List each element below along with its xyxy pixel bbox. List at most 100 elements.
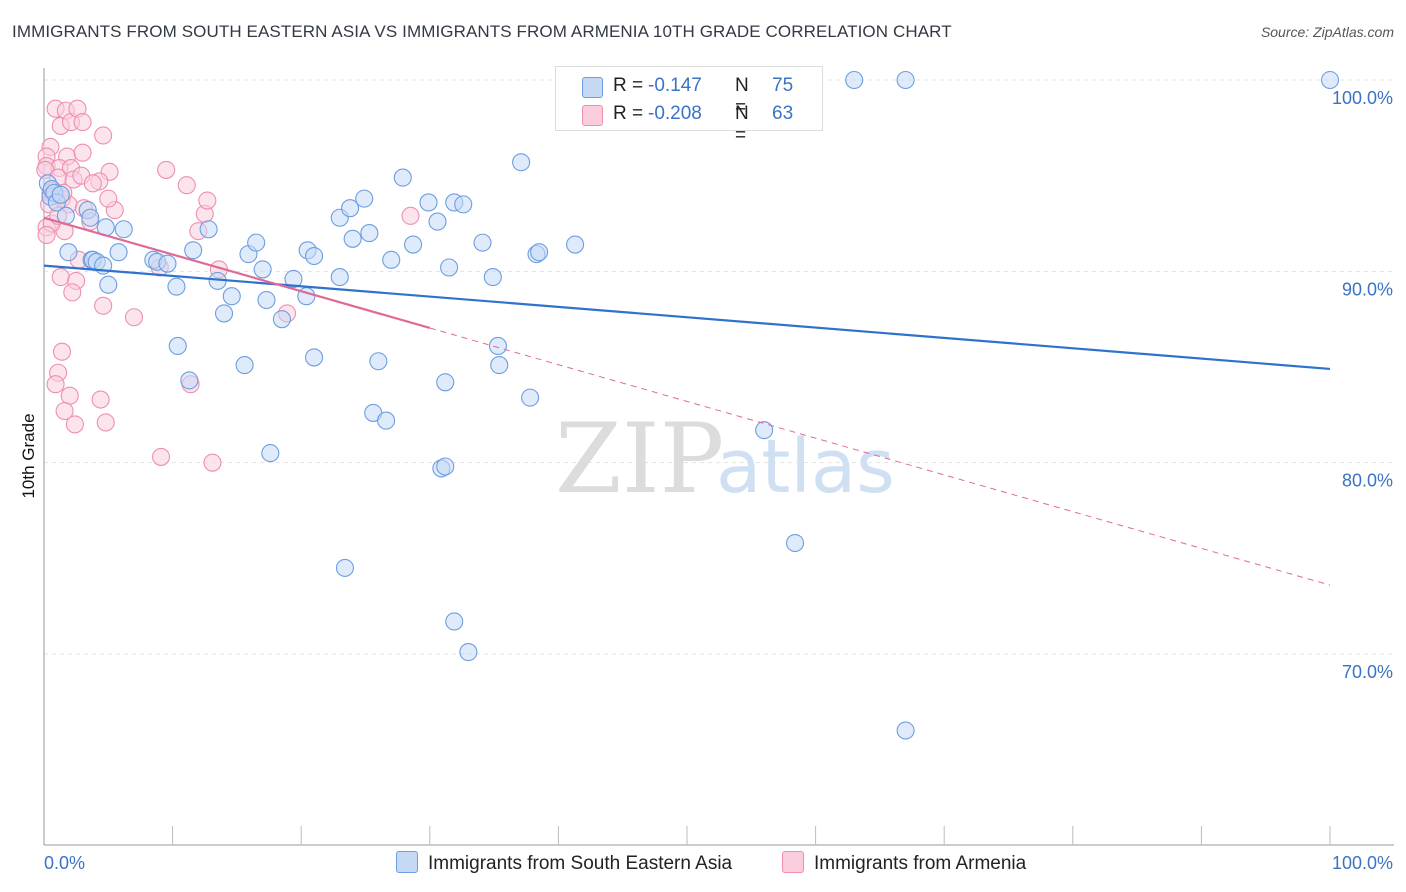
data-point bbox=[51, 185, 70, 204]
data-point bbox=[109, 243, 128, 262]
data-point bbox=[330, 268, 349, 287]
data-point bbox=[60, 386, 79, 405]
data-point bbox=[99, 275, 118, 294]
data-point bbox=[530, 243, 549, 262]
data-point bbox=[369, 352, 388, 371]
x-tick-label-min: 0.0% bbox=[44, 853, 85, 873]
data-point bbox=[73, 143, 92, 162]
data-point bbox=[257, 290, 276, 310]
data-point bbox=[341, 199, 360, 218]
watermark-zip: ZIP bbox=[555, 403, 724, 515]
data-point bbox=[261, 444, 280, 463]
trend-line-pink bbox=[43, 216, 431, 330]
data-point bbox=[180, 371, 199, 390]
data-point bbox=[247, 233, 266, 252]
data-point bbox=[483, 268, 502, 287]
data-point bbox=[896, 70, 915, 90]
data-point bbox=[167, 277, 186, 296]
data-point bbox=[199, 220, 218, 239]
watermark: ZIP atlas bbox=[555, 403, 895, 515]
data-point bbox=[59, 243, 78, 262]
y-tick-label: 100.0% bbox=[1332, 88, 1393, 108]
data-point bbox=[404, 235, 423, 254]
trend-line-blue bbox=[43, 264, 1331, 371]
data-point bbox=[253, 260, 272, 279]
legend-r-value: -0.147 bbox=[648, 75, 702, 96]
y-tick-label: 70.0% bbox=[1342, 662, 1393, 682]
bottom-legend-label: Immigrants from Armenia bbox=[814, 853, 1027, 874]
data-point bbox=[214, 304, 234, 323]
data-point bbox=[355, 189, 374, 208]
data-point bbox=[845, 70, 864, 90]
data-point bbox=[46, 375, 65, 394]
data-point bbox=[428, 212, 447, 231]
legend-n-value: 75 bbox=[772, 75, 794, 96]
data-point bbox=[81, 208, 100, 227]
data-point bbox=[73, 113, 92, 132]
y-tick-labels: 70.0% 80.0% 90.0% 100.0% bbox=[1332, 88, 1393, 682]
data-point bbox=[360, 224, 379, 243]
watermark-atlas: atlas bbox=[716, 424, 895, 510]
data-point bbox=[203, 453, 222, 472]
data-point bbox=[512, 153, 531, 172]
data-point bbox=[63, 283, 82, 302]
series-south-eastern-asia-points bbox=[38, 70, 1340, 740]
bottom-legend-swatch-blue bbox=[396, 851, 418, 873]
data-point bbox=[124, 308, 144, 327]
data-point bbox=[335, 558, 354, 577]
data-point bbox=[1320, 70, 1340, 90]
data-point bbox=[198, 191, 217, 210]
data-point bbox=[168, 336, 187, 356]
legend-r-label: R = bbox=[613, 103, 644, 124]
correlation-legend: R = -0.147 N = 75 R = -0.208 N = 63 bbox=[555, 66, 823, 146]
legend-swatch-blue bbox=[582, 77, 603, 98]
data-point bbox=[83, 174, 102, 193]
data-point bbox=[235, 356, 254, 375]
data-point bbox=[377, 411, 396, 430]
data-point bbox=[52, 342, 72, 361]
data-point bbox=[343, 229, 362, 248]
y-tick-label: 90.0% bbox=[1342, 279, 1393, 299]
data-point bbox=[272, 310, 291, 329]
data-point bbox=[99, 189, 118, 208]
data-point bbox=[393, 168, 412, 187]
series-armenia-points bbox=[36, 99, 420, 472]
y-axis-label: 10th Grade bbox=[19, 413, 38, 498]
data-point bbox=[488, 336, 508, 356]
data-point bbox=[521, 388, 540, 407]
data-point bbox=[94, 296, 113, 315]
data-point bbox=[65, 415, 84, 434]
data-point bbox=[454, 195, 473, 214]
data-point bbox=[305, 246, 324, 266]
data-point bbox=[37, 225, 56, 245]
data-point bbox=[490, 356, 509, 375]
data-point bbox=[401, 206, 420, 225]
data-point bbox=[177, 176, 196, 195]
legend-n-label: N = bbox=[735, 103, 749, 146]
data-point bbox=[896, 721, 915, 740]
data-point bbox=[184, 241, 203, 260]
legend-n-value: 63 bbox=[772, 103, 794, 124]
data-point bbox=[305, 348, 324, 367]
data-point bbox=[473, 233, 492, 252]
data-point bbox=[445, 612, 464, 631]
chart-title: IMMIGRANTS FROM SOUTH EASTERN ASIA VS IM… bbox=[12, 22, 952, 41]
source-label: Source: ZipAtlas.com bbox=[1260, 24, 1394, 40]
legend-swatch-pink bbox=[582, 105, 603, 126]
data-point bbox=[419, 193, 438, 212]
x-tick-label-max: 100.0% bbox=[1332, 853, 1393, 873]
x-ticks bbox=[172, 826, 1331, 845]
data-point bbox=[55, 401, 74, 421]
data-point bbox=[382, 250, 401, 269]
data-point bbox=[151, 447, 171, 466]
trend-line-pink-dashed bbox=[429, 327, 1331, 586]
bottom-legend-label: Immigrants from South Eastern Asia bbox=[428, 853, 733, 874]
bottom-legend-armenia: Immigrants from Armenia bbox=[782, 851, 1026, 875]
legend-n-label: N = bbox=[735, 75, 749, 118]
data-point bbox=[114, 220, 133, 239]
y-tick-label: 80.0% bbox=[1342, 471, 1393, 491]
data-point bbox=[158, 254, 177, 273]
trend-lines bbox=[43, 216, 1331, 586]
data-point bbox=[436, 373, 455, 392]
